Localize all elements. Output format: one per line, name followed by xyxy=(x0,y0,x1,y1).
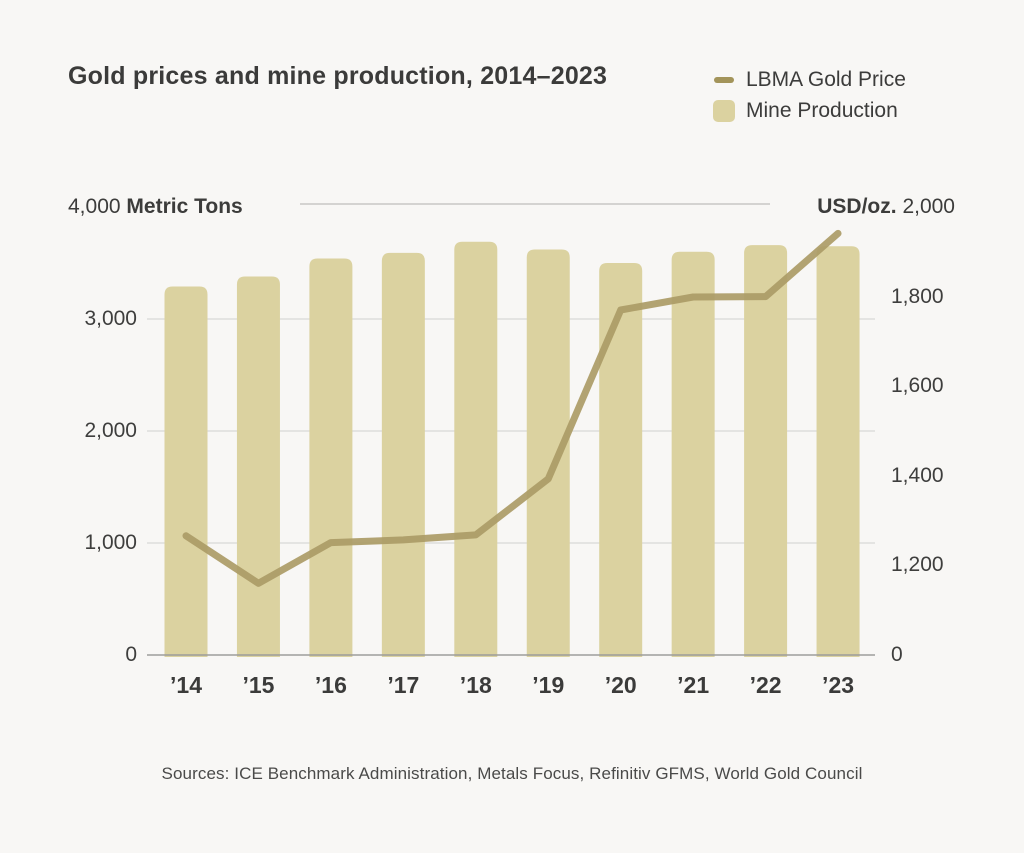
chart-title: Gold prices and mine production, 2014–20… xyxy=(68,62,608,90)
left-axis-tick-label: 2,000 xyxy=(84,419,137,442)
left-axis-tick-label: 1,000 xyxy=(84,531,137,554)
mine-production-bar-2020 xyxy=(599,263,643,657)
mine-production-bar-2018 xyxy=(454,241,498,657)
mine-production-bar-2014 xyxy=(164,286,208,657)
right-axis-tick-label: 1,600 xyxy=(891,374,944,398)
left-axis-tick-label: 0 xyxy=(125,643,137,666)
x-axis-label-2014: ’14 xyxy=(170,672,202,698)
left-axis-max-value: 4,000 xyxy=(68,195,121,218)
right-axis-max-value: 2,000 xyxy=(902,195,955,218)
gold-price-line xyxy=(182,229,842,587)
right-axis-tick-label: 1,400 xyxy=(891,463,944,487)
x-axis-label-2020: ’20 xyxy=(604,672,637,698)
x-axis-label-2019: ’19 xyxy=(532,672,565,698)
left-axis-unit: Metric Tons xyxy=(126,195,243,218)
right-axis-tick-label: 0 xyxy=(891,643,903,666)
left-axis-tick-label: 3,000 xyxy=(84,307,137,330)
x-axis-label-2018: ’18 xyxy=(459,672,492,698)
left-axis-header: 4,000 Metric Tons xyxy=(68,195,243,219)
x-axis-label-2022: ’22 xyxy=(749,672,782,698)
right-axis-tick-label: 1,800 xyxy=(891,284,944,308)
legend-item-gold-price: LBMA Gold Price xyxy=(712,64,906,95)
right-axis-unit: USD/oz. xyxy=(817,195,897,218)
x-axis-label-2021: ’21 xyxy=(677,672,710,698)
right-axis-header: USD/oz. 2,000 xyxy=(817,195,955,219)
legend: LBMA Gold Price Mine Production xyxy=(712,64,906,126)
mine-production-bar-2016 xyxy=(309,258,353,657)
mine-production-bar-2017 xyxy=(381,252,425,658)
mine-production-bar-2022 xyxy=(744,245,788,657)
legend-label-gold-price: LBMA Gold Price xyxy=(746,67,906,91)
x-axis-label-2015: ’15 xyxy=(242,672,275,698)
x-axis-label-2017: ’17 xyxy=(387,672,420,698)
mine-production-square-swatch-icon xyxy=(712,99,735,122)
legend-item-mine-production: Mine Production xyxy=(712,95,906,126)
mine-production-bar-2015 xyxy=(236,276,280,657)
mine-production-bar-2023 xyxy=(816,246,860,657)
gold-price-line-swatch-icon xyxy=(712,76,735,83)
source-note: Sources: ICE Benchmark Administration, M… xyxy=(161,764,863,783)
legend-label-mine-production: Mine Production xyxy=(746,98,898,122)
mine-production-bar-2021 xyxy=(671,251,715,658)
right-axis-tick-label: 1,200 xyxy=(891,553,944,577)
x-axis-label-2023: ’23 xyxy=(822,672,855,698)
mine-production-bar-2019 xyxy=(526,249,570,657)
x-axis-label-2016: ’16 xyxy=(314,672,347,698)
